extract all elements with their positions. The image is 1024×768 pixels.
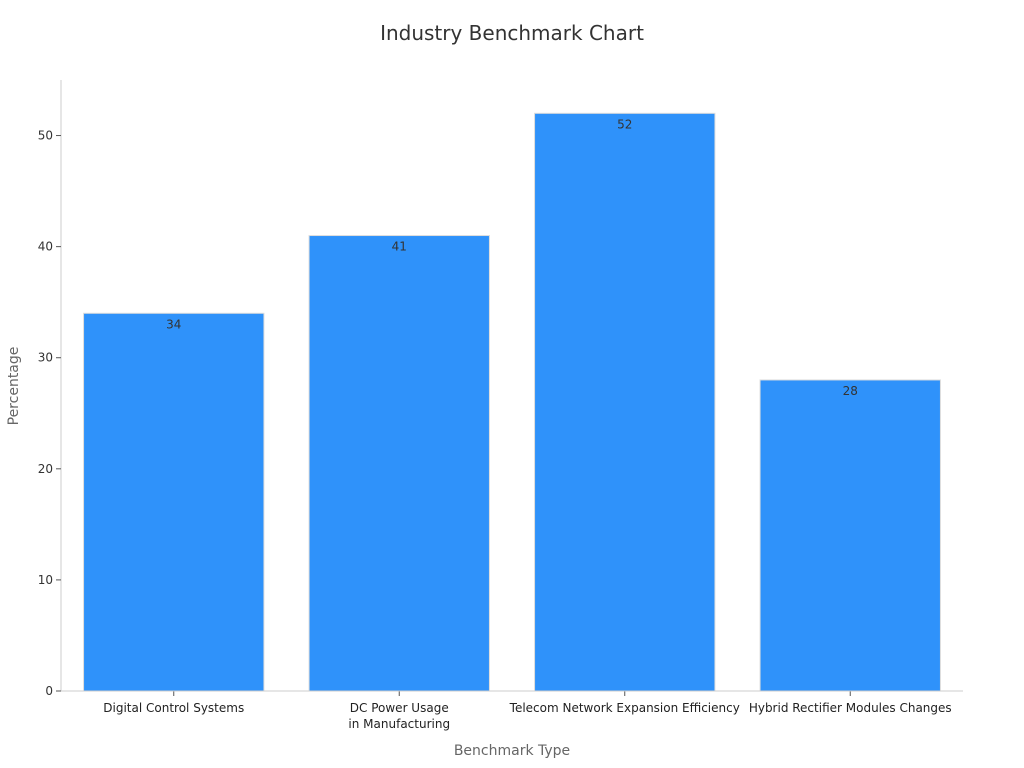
- x-tick-label: Digital Control Systems: [103, 701, 244, 715]
- x-tick-label-line: in Manufacturing: [348, 717, 450, 731]
- bars-group: 34 41 52 28: [83, 112, 941, 692]
- bar: [759, 379, 941, 692]
- y-axis-title: Percentage: [6, 347, 22, 426]
- x-tick-label-line: DC Power Usage: [350, 701, 449, 715]
- data-label: 34: [166, 317, 181, 331]
- data-label: 52: [617, 117, 632, 131]
- x-tick-label: Hybrid Rectifier Modules Changes: [749, 701, 952, 715]
- x-tick-label: Telecom Network Expansion Efficiency: [509, 701, 740, 715]
- y-tick-label: 30: [38, 351, 53, 365]
- bar: [308, 235, 490, 692]
- x-axis-title: Benchmark Type: [454, 743, 570, 759]
- chart-title: Industry Benchmark Chart: [380, 21, 644, 45]
- data-label: 28: [843, 384, 858, 398]
- y-tick-label: 50: [38, 129, 53, 143]
- x-tick-label: DC Power Usage in Manufacturing: [348, 701, 450, 731]
- x-tick-label-line: Telecom Network Expansion Efficiency: [509, 701, 740, 715]
- bar: [83, 312, 265, 692]
- y-tick-label: 40: [38, 240, 53, 254]
- data-label: 41: [392, 240, 407, 254]
- x-tick-label-line: Digital Control Systems: [103, 701, 244, 715]
- y-tick-label: 0: [45, 684, 53, 698]
- x-tick-label-line: Hybrid Rectifier Modules Changes: [749, 701, 952, 715]
- axes-group: Digital Control Systems DC Power Usage in …: [38, 80, 963, 731]
- y-tick-label: 20: [38, 462, 53, 476]
- y-tick-label: 10: [38, 573, 53, 587]
- bar: [534, 112, 716, 692]
